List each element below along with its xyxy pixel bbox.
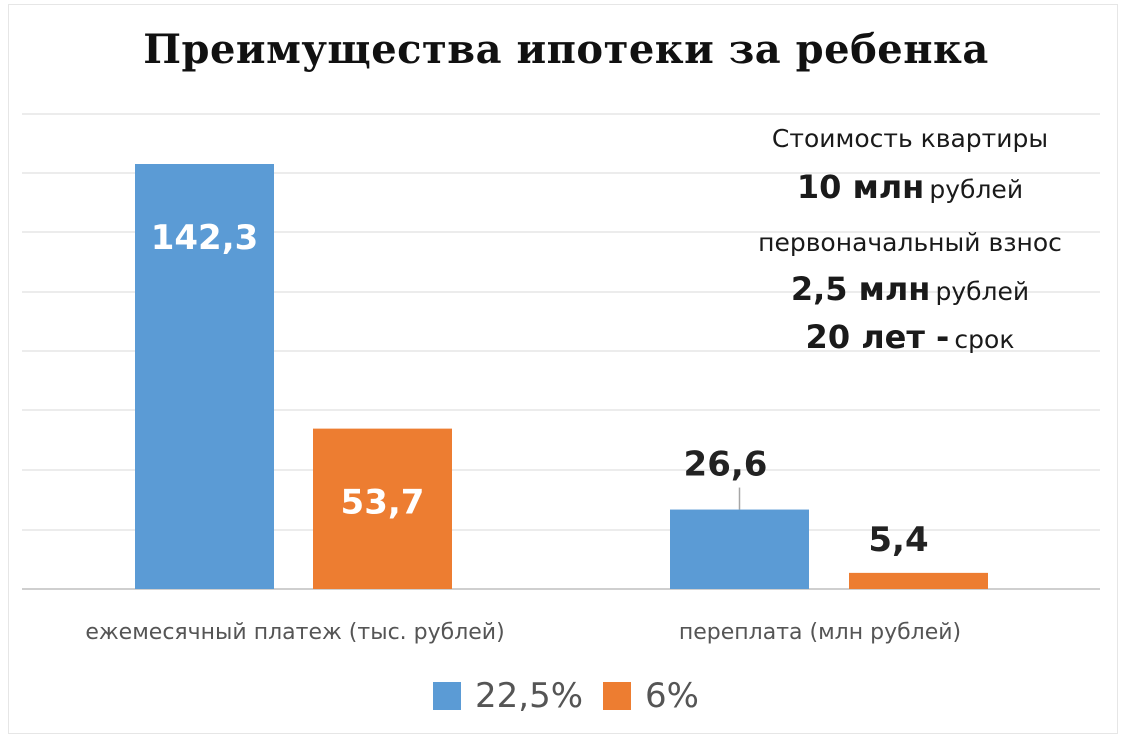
legend-item-22-5: 22,5% [433, 676, 583, 716]
bar-rate-6-overpayment [849, 572, 988, 589]
annotation-term-unit: срок [954, 325, 1015, 354]
bar-rate-22-5-monthly [135, 164, 274, 589]
legend-swatch-orange [603, 682, 632, 710]
data-label: 142,3 [151, 218, 259, 258]
annotation-downpayment: 2,5 млн рублей [690, 270, 1130, 308]
annotation-downpayment-label: первоначальный взнос [758, 228, 1062, 257]
annotation-term-value: 20 лет - [805, 318, 950, 356]
annotation-price-label: Стоимость квартиры [771, 124, 1049, 153]
annotation-downpayment-unit: рублей [935, 277, 1030, 306]
data-label: 26,6 [684, 445, 768, 485]
category-label-overpayment: переплата (млн рублей) [678, 620, 962, 645]
bar-rate-22-5-overpayment [670, 509, 809, 589]
annotation-price: 10 млн рублей [690, 168, 1130, 206]
annotation-downpayment-value: 2,5 млн [790, 270, 931, 308]
chart-title: Преимущества ипотеки за ребенка [143, 26, 989, 73]
legend: 22,5% 6% [0, 676, 1132, 716]
annotation-price-unit: рублей [929, 175, 1024, 204]
annotation-price-value: 10 млн [796, 168, 925, 206]
legend-swatch-blue [433, 682, 462, 710]
bar-rate-6-monthly [313, 428, 452, 589]
annotation-term: 20 лет - срок [690, 318, 1130, 356]
legend-label-6: 6% [645, 676, 699, 716]
legend-item-6: 6% [603, 676, 699, 716]
category-label-monthly: ежемесячный платеж (тыс. рублей) [85, 620, 505, 645]
data-label: 53,7 [341, 483, 425, 523]
legend-label-22-5: 22,5% [475, 676, 584, 716]
data-label: 5,4 [868, 520, 928, 560]
